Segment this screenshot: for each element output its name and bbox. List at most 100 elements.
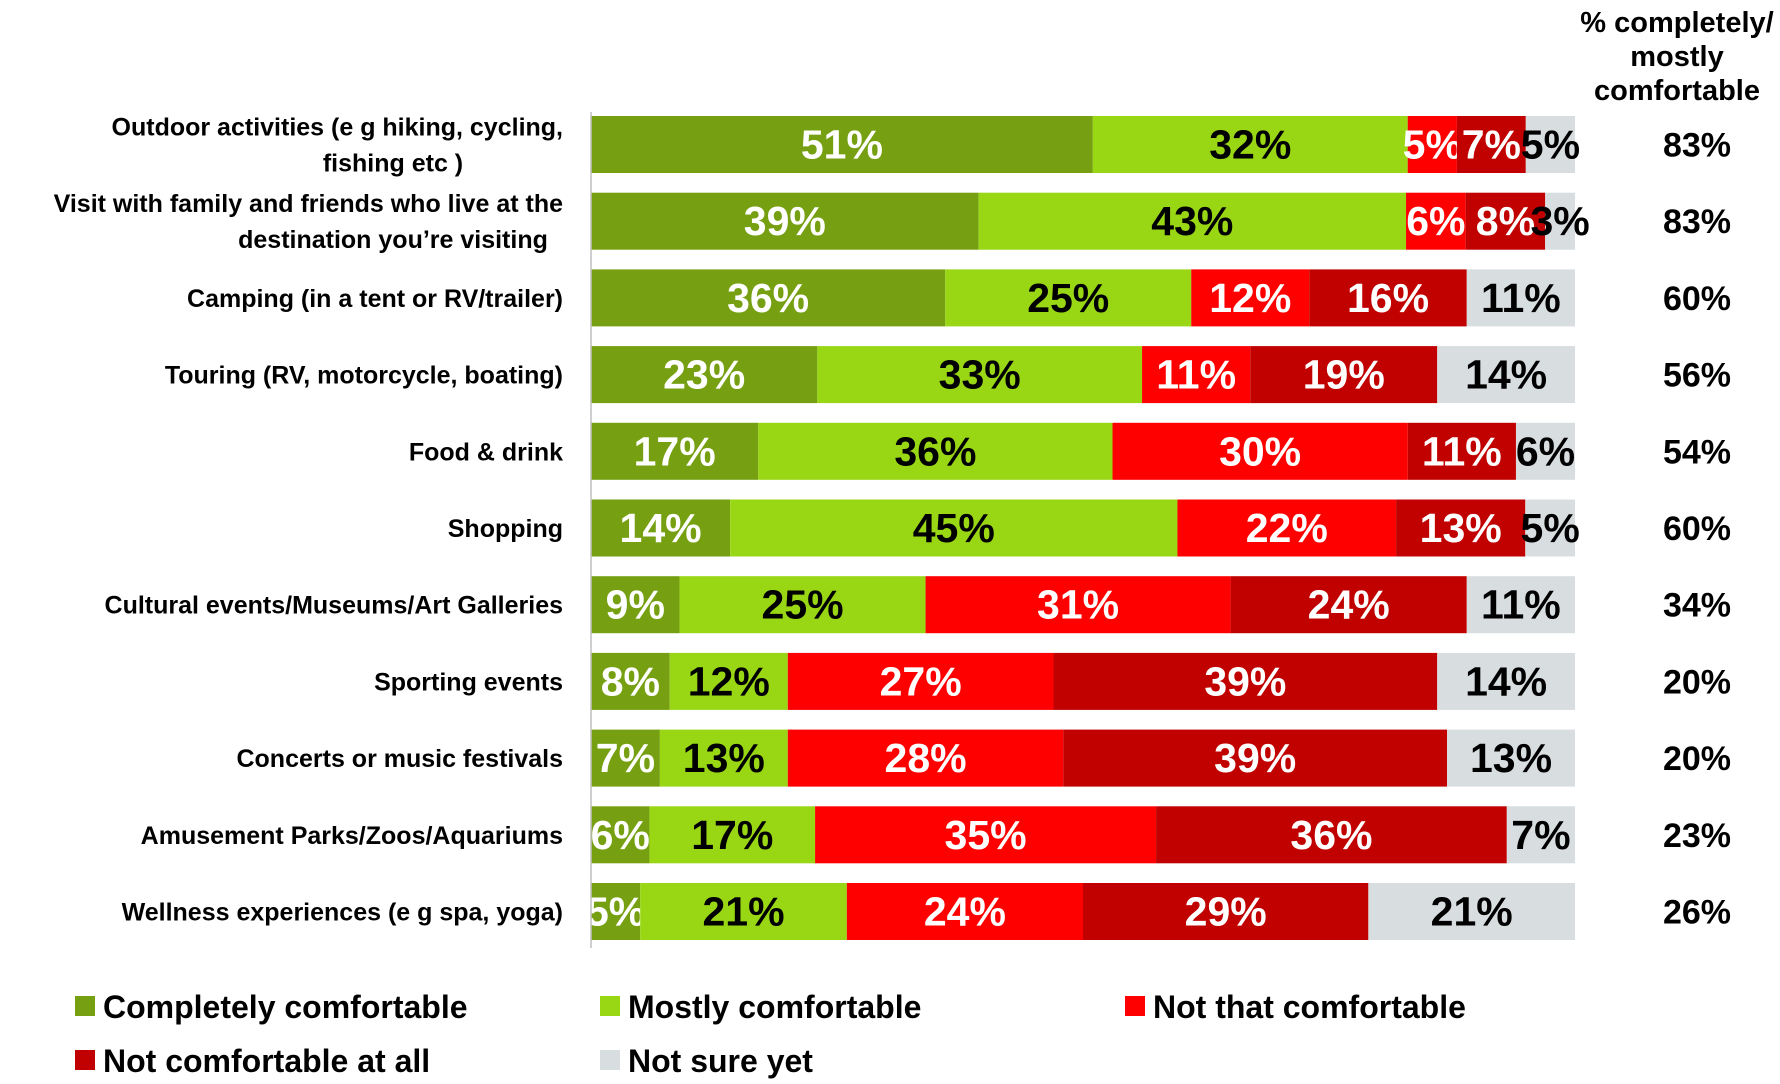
- legend-swatch: [75, 996, 95, 1016]
- data-label: 11%: [1422, 428, 1502, 474]
- data-label: 19%: [1303, 352, 1385, 398]
- bar-segment: [1053, 652, 1438, 710]
- chart-row: Outdoor activities (e g hiking, cycling,…: [112, 114, 1732, 178]
- bar-segment: [1309, 269, 1467, 327]
- chart-row: Cultural events/Museums/Art Galleries 9% 2…: [105, 576, 1731, 634]
- chart-row: Food & drink 17% 36% 30% 11% 6% 54%: [409, 422, 1731, 480]
- data-label: 36%: [727, 275, 809, 321]
- bar-segment: [679, 576, 926, 634]
- legend-label: Completely comfortable: [103, 989, 468, 1025]
- bar-segment: [591, 116, 1093, 173]
- bar-segment: [787, 652, 1054, 710]
- legend-item: Not sure yet: [600, 1043, 813, 1079]
- data-label: 14%: [1465, 352, 1547, 398]
- bar-segment: [978, 192, 1407, 250]
- category-label: Wellness experiences (e g spa, yoga): [122, 899, 563, 927]
- bar-segment: [591, 883, 641, 940]
- category-label: Concerts or music festivals: [236, 745, 563, 773]
- bar-segment: [591, 576, 680, 634]
- data-label: 11%: [1481, 275, 1561, 321]
- side-column-value: 23%: [1663, 817, 1731, 855]
- bar-segment: [1407, 116, 1457, 173]
- bar-segment: [1466, 576, 1575, 634]
- category-label: Food & drink: [409, 438, 563, 466]
- data-label: 43%: [1151, 198, 1233, 244]
- data-label: 39%: [744, 198, 826, 244]
- side-column-value: 20%: [1663, 740, 1731, 778]
- category-label: Amusement Parks/Zoos/Aquariums: [141, 822, 563, 850]
- side-column-value: 26%: [1663, 894, 1731, 932]
- data-label: 7%: [1462, 122, 1521, 168]
- category-label: Visit with family and friends who live a…: [54, 190, 563, 218]
- data-label: 3%: [1530, 198, 1589, 244]
- bar-segment: [1525, 116, 1575, 173]
- data-label: 27%: [880, 658, 962, 704]
- bar-segment: [591, 422, 759, 480]
- legend-item: Not comfortable at all: [75, 1043, 430, 1079]
- chart-row: Camping (in a tent or RV/trailer) 36% 25% 1…: [187, 269, 1731, 327]
- bar-segment: [1177, 499, 1397, 557]
- side-column-value: 60%: [1663, 280, 1731, 318]
- data-label: 13%: [1470, 735, 1552, 781]
- data-label: 5%: [1403, 122, 1462, 168]
- bar-segment: [1112, 422, 1408, 480]
- bar-segment: [591, 269, 946, 327]
- bar-segment: [925, 576, 1231, 634]
- bar-segment: [1465, 192, 1546, 250]
- bar-segment: [1230, 576, 1467, 634]
- data-label: 11%: [1156, 352, 1236, 398]
- bar-segment: [1142, 346, 1251, 404]
- bar-segment: [945, 269, 1192, 327]
- bar-segment: [1406, 192, 1466, 250]
- data-label: 13%: [683, 735, 765, 781]
- data-label: 24%: [1308, 582, 1390, 628]
- data-label: 24%: [924, 889, 1006, 935]
- category-label: Camping (in a tent or RV/trailer): [187, 285, 563, 313]
- legend-swatch: [600, 1050, 620, 1070]
- category-label: fishing etc ): [323, 150, 463, 178]
- data-label: 8%: [601, 658, 660, 704]
- data-label: 17%: [634, 428, 716, 474]
- bar-segment: [591, 806, 650, 864]
- data-label: 36%: [894, 428, 976, 474]
- data-label: 5%: [1521, 505, 1580, 551]
- legend-label: Not sure yet: [628, 1043, 813, 1079]
- chart-row: Touring (RV, motorcycle, boating) 23% 33% 1…: [165, 346, 1731, 404]
- bar-segment: [1063, 729, 1448, 787]
- data-label: 33%: [939, 352, 1021, 398]
- data-label: 7%: [596, 735, 655, 781]
- data-label: 16%: [1347, 275, 1429, 321]
- data-label: 25%: [1027, 275, 1109, 321]
- bar-segment: [815, 806, 1157, 864]
- bar-segment: [591, 499, 731, 557]
- category-label: Touring (RV, motorcycle, boating): [165, 362, 563, 390]
- bar-segment: [1437, 652, 1575, 710]
- bar-segment: [1456, 116, 1526, 173]
- data-label: 39%: [1214, 735, 1296, 781]
- bar-segment: [1156, 806, 1507, 864]
- data-label: 8%: [1476, 198, 1535, 244]
- data-label: 11%: [1481, 582, 1561, 628]
- data-label: 7%: [1511, 812, 1570, 858]
- data-label: 21%: [1431, 889, 1513, 935]
- data-label: 39%: [1204, 658, 1286, 704]
- bar-segment: [1191, 269, 1310, 327]
- bar-segment: [1368, 883, 1575, 940]
- bar-segment: [669, 652, 788, 710]
- data-label: 22%: [1246, 505, 1328, 551]
- bar-segment: [1092, 116, 1408, 173]
- data-label: 6%: [1516, 428, 1575, 474]
- category-label: Sporting events: [374, 668, 563, 696]
- legend-label: Mostly comfortable: [628, 989, 921, 1025]
- chart-row: Shopping 14% 45% 22% 13% 5% 60%: [448, 499, 1731, 557]
- chart-row: Amusement Parks/Zoos/Aquariums 6% 17% 35% 36…: [141, 806, 1731, 864]
- data-label: 5%: [586, 889, 645, 935]
- bar-segment: [1506, 806, 1575, 864]
- side-column-value: 20%: [1663, 663, 1731, 701]
- legend-swatch: [600, 996, 620, 1016]
- bar-segment: [591, 729, 660, 787]
- side-column-header-line: mostly: [1630, 41, 1723, 73]
- bar-segment: [817, 346, 1143, 404]
